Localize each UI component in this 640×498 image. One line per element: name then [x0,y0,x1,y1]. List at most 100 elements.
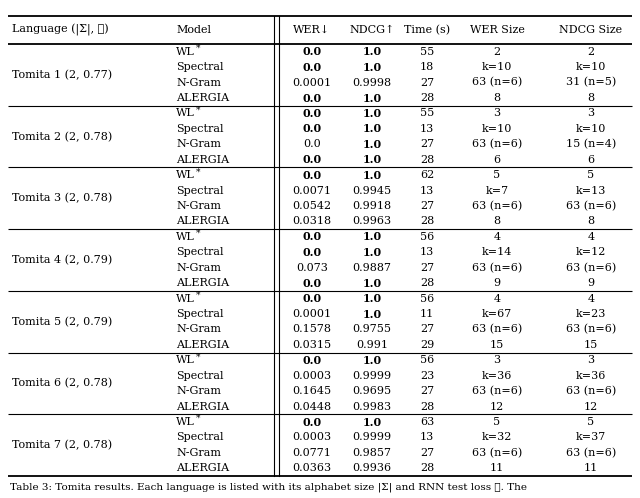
Text: k=10: k=10 [482,62,512,72]
Text: N-Gram: N-Gram [176,201,221,211]
Text: 0.9963: 0.9963 [353,217,392,227]
Text: 15: 15 [584,340,598,350]
Text: 6: 6 [493,155,500,165]
Text: Spectral: Spectral [176,309,223,319]
Text: 28: 28 [420,93,434,103]
Text: Language (|Σ|, ℓ): Language (|Σ|, ℓ) [12,24,109,36]
Text: ALERGIA: ALERGIA [176,463,229,473]
Text: 0.0315: 0.0315 [292,340,332,350]
Text: Tomita 3 (2, 0.78): Tomita 3 (2, 0.78) [12,193,112,204]
Text: 0.0: 0.0 [303,124,321,134]
Text: 3: 3 [588,109,595,119]
Text: 1.0: 1.0 [362,308,381,320]
Text: 0.9999: 0.9999 [353,432,392,442]
Text: Spectral: Spectral [176,186,223,196]
Text: 9: 9 [588,278,595,288]
Text: 0.9936: 0.9936 [353,463,392,473]
Text: 2: 2 [588,47,595,57]
Text: 1.0: 1.0 [362,108,381,119]
Text: 27: 27 [420,201,434,211]
Text: 1.0: 1.0 [362,170,381,181]
Text: 1.0: 1.0 [362,154,381,165]
Text: 9: 9 [493,278,500,288]
Text: 0.0: 0.0 [303,170,321,181]
Text: WL: WL [176,417,195,427]
Text: 0.0003: 0.0003 [292,432,332,442]
Text: 0.9857: 0.9857 [353,448,392,458]
Text: 1.0: 1.0 [362,139,381,150]
Text: 23: 23 [420,371,434,380]
Text: WL: WL [176,232,195,242]
Text: WL: WL [176,355,195,366]
Text: N-Gram: N-Gram [176,78,221,88]
Text: k=32: k=32 [482,432,512,442]
Text: 0.9999: 0.9999 [353,371,392,380]
Text: 0.9695: 0.9695 [353,386,392,396]
Text: ALERGIA: ALERGIA [176,217,229,227]
Text: k=13: k=13 [576,186,606,196]
Text: 3: 3 [588,355,595,366]
Text: k=14: k=14 [482,248,512,257]
Text: 0.0: 0.0 [303,108,321,119]
Text: 4: 4 [493,232,500,242]
Text: N-Gram: N-Gram [176,139,221,149]
Text: 0.0771: 0.0771 [292,448,332,458]
Text: 0.0448: 0.0448 [292,401,332,411]
Text: 63 (n=6): 63 (n=6) [472,139,522,149]
Text: 27: 27 [420,263,434,273]
Text: 8: 8 [493,93,500,103]
Text: 4: 4 [588,294,595,304]
Text: Tomita 2 (2, 0.78): Tomita 2 (2, 0.78) [12,131,112,142]
Text: *: * [196,353,200,362]
Text: 2: 2 [493,47,500,57]
Text: 18: 18 [420,62,434,72]
Text: ALERGIA: ALERGIA [176,401,229,411]
Text: 28: 28 [420,463,434,473]
Text: ALERGIA: ALERGIA [176,93,229,103]
Text: NDCG↑: NDCG↑ [349,25,395,35]
Text: 63 (n=6): 63 (n=6) [472,262,522,273]
Text: *: * [196,229,200,238]
Text: Spectral: Spectral [176,248,223,257]
Text: WL: WL [176,170,195,180]
Text: 56: 56 [420,355,434,366]
Text: 0.1578: 0.1578 [292,324,332,335]
Text: 5: 5 [493,417,500,427]
Text: N-Gram: N-Gram [176,386,221,396]
Text: 0.9945: 0.9945 [353,186,392,196]
Text: 0.0: 0.0 [303,62,321,73]
Text: 0.0001: 0.0001 [292,309,332,319]
Text: 8: 8 [588,217,595,227]
Text: 63 (n=6): 63 (n=6) [472,386,522,396]
Text: WL: WL [176,109,195,119]
Text: 0.0003: 0.0003 [292,371,332,380]
Text: 27: 27 [420,386,434,396]
Text: Time (s): Time (s) [404,25,450,35]
Text: 1.0: 1.0 [362,46,381,57]
Text: 1.0: 1.0 [362,93,381,104]
Text: ALERGIA: ALERGIA [176,278,229,288]
Text: WER Size: WER Size [470,25,524,35]
Text: 3: 3 [493,355,500,366]
Text: 0.0071: 0.0071 [292,186,332,196]
Text: 4: 4 [588,232,595,242]
Text: 0.0: 0.0 [303,154,321,165]
Text: Tomita 7 (2, 0.78): Tomita 7 (2, 0.78) [12,440,112,450]
Text: 0.073: 0.073 [296,263,328,273]
Text: *: * [196,414,200,423]
Text: Table 3: Tomita results. Each language is listed with its alphabet size |Σ| and : Table 3: Tomita results. Each language i… [10,482,527,492]
Text: N-Gram: N-Gram [176,263,221,273]
Text: 63 (n=6): 63 (n=6) [566,324,616,335]
Text: *: * [196,291,200,300]
Text: 56: 56 [420,232,434,242]
Text: Tomita 6 (2, 0.78): Tomita 6 (2, 0.78) [12,378,112,388]
Text: *: * [196,44,200,53]
Text: 0.1645: 0.1645 [292,386,332,396]
Text: 15: 15 [490,340,504,350]
Text: 1.0: 1.0 [362,124,381,134]
Text: 0.9918: 0.9918 [353,201,392,211]
Text: Tomita 4 (2, 0.79): Tomita 4 (2, 0.79) [12,255,112,265]
Text: 28: 28 [420,155,434,165]
Text: 13: 13 [420,124,434,134]
Text: 1.0: 1.0 [362,232,381,243]
